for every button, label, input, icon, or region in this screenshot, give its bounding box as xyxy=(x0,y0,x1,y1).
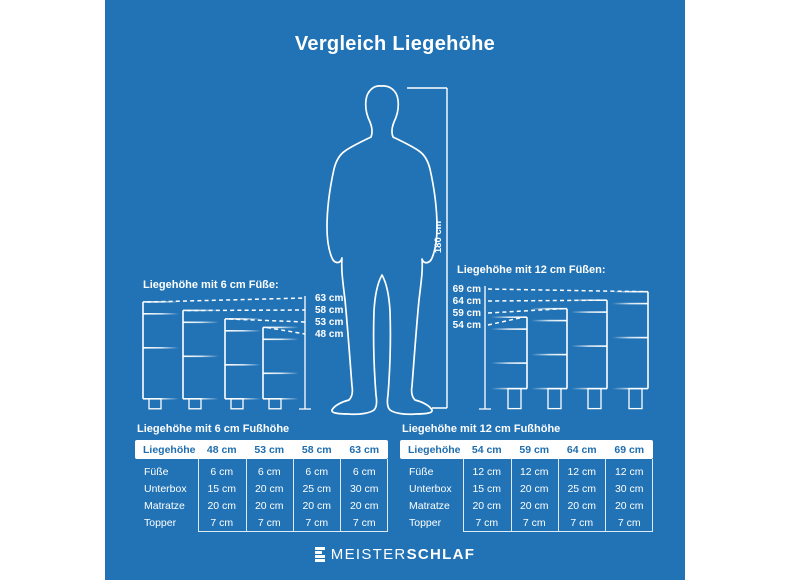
bed-profile-69cm-right xyxy=(612,290,649,410)
bed-profile-58cm-left xyxy=(182,309,219,410)
right-height-label-69: 69 cm xyxy=(453,284,481,295)
left-group-heading: Liegehöhe mit 6 cm Füße: xyxy=(143,279,279,291)
right-height-label-64: 64 cm xyxy=(453,296,481,307)
row-label: Topper xyxy=(409,517,442,529)
table-cell: 6 cm xyxy=(305,466,329,478)
table-header-row: Liegehöhe 48 cm 53 cm 58 cm 63 cm xyxy=(135,440,388,459)
table-cell: 7 cm xyxy=(305,517,329,529)
bed-profile-63cm-left xyxy=(142,301,179,410)
table-header-col: 54 cm xyxy=(471,443,502,456)
brand-name-light: MEISTER xyxy=(330,546,407,563)
table-header-col: 59 cm xyxy=(519,443,550,456)
table-cell: 7 cm xyxy=(617,517,641,529)
table-cell: 7 cm xyxy=(257,517,281,529)
table-cell: 7 cm xyxy=(570,517,594,529)
table-header-label: Liegehöhe xyxy=(143,443,196,456)
table-12cm-feet: Liegehöhe mit 12 cm Fußhöhe Liegehöhe 54… xyxy=(400,423,653,532)
right-height-label-54: 54 cm xyxy=(453,320,481,331)
table-header-col: 64 cm xyxy=(566,443,597,456)
right-group-measure-line xyxy=(479,286,491,410)
mattress-layers-icon xyxy=(314,547,325,562)
row-label: Topper xyxy=(144,517,177,529)
table-title: Liegehöhe mit 6 cm Fußhöhe xyxy=(137,423,290,435)
left-height-label-48: 48 cm xyxy=(315,329,343,340)
table-body: Füße 12 cm 12 cm 12 cm 12 cm Unterbox 15… xyxy=(400,459,653,532)
table-cell: 20 cm xyxy=(614,500,644,512)
row-label: Füße xyxy=(144,466,169,478)
left-height-label-53: 53 cm xyxy=(315,317,343,328)
right-height-label-59: 59 cm xyxy=(453,308,481,319)
row-label: Füße xyxy=(409,466,434,478)
table-cell: 25 cm xyxy=(302,483,332,495)
brand-logo-text: MEISTERSCHLAF xyxy=(331,546,475,563)
bed-profile-54cm-right xyxy=(491,316,528,410)
table-cell: 7 cm xyxy=(352,517,376,529)
table-cell: 7 cm xyxy=(522,517,546,529)
table-cell: 20 cm xyxy=(472,500,502,512)
bed-profile-53cm-left xyxy=(224,318,261,410)
table-cell: 20 cm xyxy=(302,500,332,512)
height-comparison-diagram: 180 cm Liegehöhe mit 6 cm Füße: 63 cm 58… xyxy=(142,85,649,416)
table-cell: 30 cm xyxy=(614,483,644,495)
table-cell: 6 cm xyxy=(352,466,376,478)
page-title: Vergleich Liegehöhe xyxy=(294,33,496,55)
brand-name-bold: SCHLAF xyxy=(406,546,476,563)
table-6cm-feet: Liegehöhe mit 6 cm Fußhöhe Liegehöhe 48 … xyxy=(135,423,388,532)
table-cell: 20 cm xyxy=(567,500,597,512)
row-label: Unterbox xyxy=(144,483,187,495)
table-cell: 7 cm xyxy=(475,517,499,529)
table-cell: 20 cm xyxy=(519,500,549,512)
table-body: Füße 6 cm 6 cm 6 cm 6 cm Unterbox 15 cm … xyxy=(135,459,388,532)
left-group-leader-lines xyxy=(146,297,306,335)
table-header-col: 63 cm xyxy=(349,443,380,456)
table-cell: 20 cm xyxy=(254,500,284,512)
table-cell: 12 cm xyxy=(472,466,502,478)
table-cell: 20 cm xyxy=(254,483,284,495)
table-cell: 20 cm xyxy=(519,483,549,495)
row-label: Matratze xyxy=(409,500,450,512)
table-cell: 7 cm xyxy=(210,517,234,529)
table-header-col: 69 cm xyxy=(614,443,645,456)
table-cell: 25 cm xyxy=(567,483,597,495)
table-cell: 15 cm xyxy=(207,483,237,495)
table-title: Liegehöhe mit 12 cm Fußhöhe xyxy=(402,423,561,435)
right-group-heading: Liegehöhe mit 12 cm Füßen: xyxy=(457,264,606,276)
table-header-col: 53 cm xyxy=(254,443,285,456)
table-cell: 6 cm xyxy=(257,466,281,478)
table-cell: 12 cm xyxy=(519,466,549,478)
person-height-label: 180 cm xyxy=(433,221,444,253)
table-cell: 20 cm xyxy=(207,500,237,512)
table-header-col: 58 cm xyxy=(301,443,332,456)
brand-logo: MEISTERSCHLAF xyxy=(105,546,685,563)
left-group-measure-line xyxy=(299,296,311,410)
person-outline xyxy=(326,85,438,416)
right-group-leader-lines xyxy=(487,288,645,326)
table-header-col: 48 cm xyxy=(206,443,237,456)
row-label: Unterbox xyxy=(409,483,452,495)
bed-profile-59cm-right xyxy=(531,307,568,410)
left-height-label-63: 63 cm xyxy=(315,293,343,304)
table-cell: 15 cm xyxy=(472,483,502,495)
table-header-row: Liegehöhe 54 cm 59 cm 64 cm 69 cm xyxy=(400,440,653,459)
table-header-label: Liegehöhe xyxy=(408,443,461,456)
person-height-measure-line xyxy=(407,87,448,409)
bed-profile-64cm-right xyxy=(571,299,608,410)
table-cell: 30 cm xyxy=(349,483,379,495)
table-cell: 6 cm xyxy=(210,466,234,478)
table-cell: 12 cm xyxy=(567,466,597,478)
table-cell: 12 cm xyxy=(614,466,644,478)
blue-background: Vergleich Liegehöhe xyxy=(105,0,685,580)
bed-profile-48cm-left xyxy=(262,326,299,410)
left-height-label-58: 58 cm xyxy=(315,305,343,316)
table-cell: 20 cm xyxy=(349,500,379,512)
row-label: Matratze xyxy=(144,500,185,512)
